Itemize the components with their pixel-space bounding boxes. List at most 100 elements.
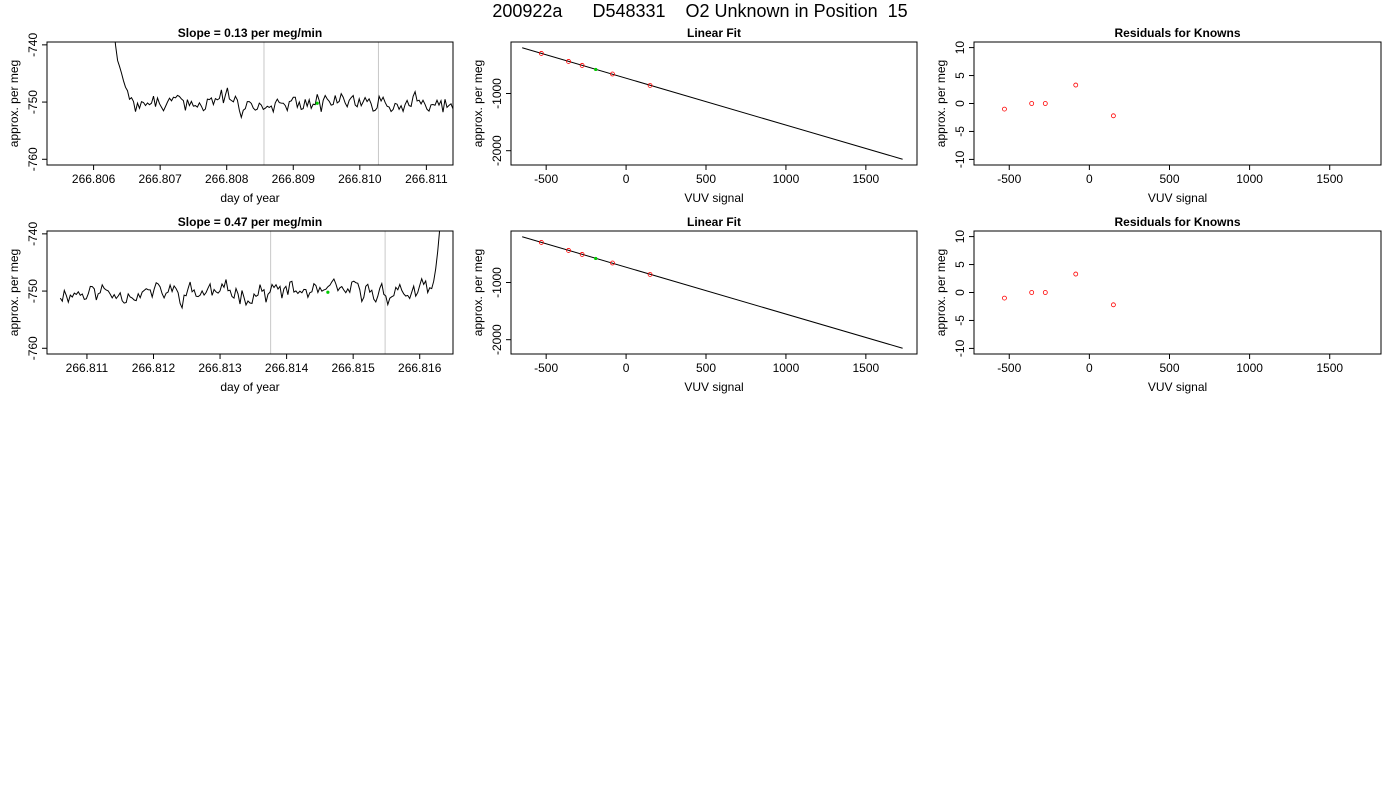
x-tick-label: 1500 (852, 361, 879, 375)
residual-point (1073, 82, 1079, 88)
x-axis-label: VUV signal (1148, 380, 1207, 394)
y-tick-label: -10 (953, 339, 967, 357)
y-tick-label: -2000 (490, 135, 504, 166)
data-layer (114, 42, 453, 120)
x-tick-label: 0 (623, 172, 630, 186)
y-tick-label: -10 (953, 150, 967, 168)
series-trace (59, 231, 441, 310)
x-tick-label: 266.813 (198, 361, 242, 375)
data-layer (1002, 271, 1116, 308)
x-axis-label: VUV signal (684, 380, 743, 394)
x-tick-label: 1500 (1316, 361, 1343, 375)
x-tick-label: 266.812 (132, 361, 176, 375)
chart-title: Residuals for Knowns (1114, 215, 1240, 229)
x-tick-label: 500 (696, 172, 716, 186)
x-tick-label: 266.807 (138, 172, 182, 186)
y-tick-label: 0 (953, 289, 967, 296)
x-tick-label: 266.814 (265, 361, 309, 375)
unknown-point (594, 67, 598, 72)
known-point (579, 63, 585, 68)
x-axis-label: day of year (220, 380, 279, 394)
x-tick-label: -500 (997, 172, 1021, 186)
y-axis-label: approx. per meg (934, 249, 948, 336)
y-tick-label: -1000 (490, 78, 504, 109)
data-layer (59, 231, 441, 310)
x-tick-label: 1000 (1236, 361, 1263, 375)
x-tick-label: 0 (1086, 172, 1093, 186)
chart-fit1: Linear Fit -500 0 500 1000 1500 VUV signal -100… (471, 26, 918, 205)
x-tick-label: 0 (1086, 361, 1093, 375)
x-axis-label: VUV signal (1148, 191, 1207, 205)
y-axis-label: approx. per meg (934, 60, 948, 147)
page-title: 200922a D548331 O2 Unknown in Position 1… (492, 1, 908, 21)
x-tick-label: -500 (997, 361, 1021, 375)
x-tick-label: 1000 (773, 172, 800, 186)
plot-frame (973, 41, 1382, 166)
known-point (647, 83, 653, 88)
unknown-point (594, 256, 598, 261)
known-point (610, 260, 615, 266)
data-layer (522, 236, 903, 349)
y-tick-label: -740 (26, 222, 40, 246)
x-tick-label: 0 (623, 361, 630, 375)
y-tick-label: 0 (953, 100, 967, 107)
x-tick-label: 500 (1159, 361, 1179, 375)
x-tick-label: -500 (534, 172, 558, 186)
known-point (566, 59, 571, 64)
residual-point (1111, 302, 1116, 308)
known-point (538, 240, 544, 245)
known-point (566, 248, 571, 253)
y-tick-label: -5 (953, 126, 967, 137)
residual-point (1073, 271, 1079, 277)
chart-fit2: Linear Fit -500 0 500 1000 1500 VUV signal -100… (471, 215, 918, 394)
y-tick-label: -1000 (490, 267, 504, 298)
chart-res1: Residuals for Knowns -500 0 500 1000 1500 VUV … (934, 26, 1382, 205)
x-axis-label: VUV signal (684, 191, 743, 205)
chart-ts2: Slope = 0.47 per meg/min 266.811 266.812 26… (7, 215, 454, 394)
chart-title: Slope = 0.47 per meg/min (178, 215, 322, 229)
y-tick-label: -750 (26, 90, 40, 114)
data-layer (1002, 82, 1116, 119)
x-tick-label: 1000 (773, 361, 800, 375)
known-point (647, 272, 653, 277)
x-tick-label: 266.806 (72, 172, 116, 186)
residual-point (1111, 113, 1116, 119)
y-tick-label: 5 (953, 72, 967, 79)
plot-frame (510, 41, 918, 166)
y-tick-label: -2000 (490, 324, 504, 355)
x-tick-label: 266.811 (405, 172, 448, 186)
y-tick-label: 10 (953, 230, 967, 244)
residual-point (1042, 290, 1048, 295)
residual-point (1002, 106, 1007, 112)
x-tick-label: 266.810 (338, 172, 382, 186)
residual-point (1029, 101, 1035, 106)
y-axis-label: approx. per meg (7, 249, 21, 336)
y-tick-label: -760 (26, 147, 40, 171)
x-tick-label: 1500 (852, 172, 879, 186)
chart-title: Slope = 0.13 per meg/min (178, 26, 322, 40)
chart-title: Linear Fit (687, 26, 741, 40)
residual-point (1029, 290, 1035, 295)
unknown-window-point (326, 290, 330, 294)
x-tick-label: 500 (1159, 172, 1179, 186)
fit-line (522, 236, 903, 349)
x-tick-label: 1500 (1316, 172, 1343, 186)
chart-title: Residuals for Knowns (1114, 26, 1240, 40)
plot-frame (46, 41, 454, 166)
x-tick-label: -500 (534, 361, 558, 375)
plot-frame (46, 230, 454, 355)
y-tick-label: -5 (953, 315, 967, 326)
fit-line (522, 47, 903, 160)
y-axis-label: approx. per meg (7, 60, 21, 147)
known-point (610, 71, 615, 77)
unknown-window-point (315, 101, 319, 105)
x-tick-label: 266.809 (272, 172, 316, 186)
y-tick-label: -740 (26, 33, 40, 57)
y-axis-label: approx. per meg (471, 249, 485, 336)
known-point (538, 51, 544, 56)
data-layer (522, 47, 903, 160)
y-tick-label: 10 (953, 41, 967, 55)
x-tick-label: 266.811 (66, 361, 109, 375)
series-trace (114, 42, 453, 120)
